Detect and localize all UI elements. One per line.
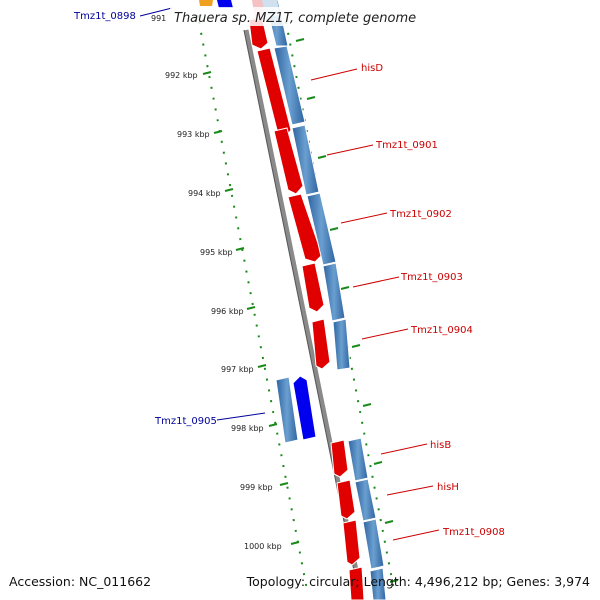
gene-tmz1t-0905-group[interactable] [275, 375, 317, 444]
cds-track[interactable] [264, 0, 387, 600]
title-backing [170, 7, 432, 26]
gene-fwd-last [348, 566, 365, 600]
cds-hisH [354, 478, 377, 522]
gene-label-tmz1t-0903[interactable]: Tmz1t_0903 [400, 272, 463, 283]
cds-hisD [273, 45, 306, 126]
ruler-label-996: 996 kbp [211, 307, 244, 316]
gene-label-tmz1t-0901[interactable]: Tmz1t_0901 [375, 140, 438, 151]
gene-blue-small [217, 0, 233, 8]
cds-0904 [332, 318, 351, 371]
genome-summary-text: Topology: circular; Length: 4,496,212 bp… [246, 574, 590, 589]
cds-0905 [275, 376, 299, 444]
gene-label-tmz1t-0905[interactable]: Tmz1t_0905 [154, 416, 217, 427]
gene-label-tmz1t-0898[interactable]: Tmz1t_0898 [73, 11, 136, 22]
cds-0903 [322, 262, 346, 322]
ruler-label-994: 994 kbp [188, 189, 221, 198]
ruler-label-1000: 1000 kbp [244, 542, 282, 551]
cds-hisB [347, 437, 369, 482]
label-connectors [139, 7, 440, 541]
gene-label-hisB[interactable]: hisB [430, 440, 451, 451]
cds-0901 [291, 124, 320, 196]
gene-fwd-0901 [273, 127, 304, 195]
gene-label-tmz1t-0904[interactable]: Tmz1t_0904 [410, 325, 473, 336]
gene-fwd-hisH [336, 479, 356, 520]
ruler-label-999: 999 kbp [240, 483, 273, 492]
ruler-label-991: 991 [151, 14, 166, 23]
map-title: Thauera sp. MZ1T, complete genome [174, 11, 416, 26]
gene-label-hisH[interactable]: hisH [437, 482, 459, 493]
ruler-ticks-right [295, 38, 399, 583]
gene-fwd-0908 [342, 519, 361, 566]
ruler-label-997: 997 kbp [221, 365, 254, 374]
ruler-label-995: 995 kbp [200, 248, 233, 257]
gene-rev-0905 [292, 375, 317, 441]
gene-tmz1t-0898-group [199, 0, 233, 8]
ruler-labels: 991 992 kbp 993 kbp 994 kbp 995 kbp 996 … [151, 14, 282, 551]
gene-fwd-0903 [301, 262, 325, 313]
gene-fwd-hisB [330, 439, 349, 478]
forward-genes[interactable] [248, 16, 365, 600]
gene-label-tmz1t-0908[interactable]: Tmz1t_0908 [442, 527, 505, 538]
cds-0902 [306, 192, 337, 266]
ruler-label-993: 993 kbp [177, 130, 210, 139]
ruler-ticks-left [193, 14, 300, 545]
gene-orange [199, 0, 213, 6]
ruler-label-998: 998 kbp [231, 424, 264, 433]
cds-0908 [362, 518, 385, 570]
gene-label-hisD[interactable]: hisD [361, 63, 383, 74]
gene-fwd-0904 [311, 318, 331, 370]
accession-text: Accession: NC_011662 [9, 574, 152, 589]
gene-fwd-hisD [256, 47, 292, 135]
cds-last [369, 567, 387, 600]
gene-fwd-0902 [287, 193, 323, 263]
ruler-label-992: 992 kbp [165, 71, 198, 80]
gene-label-tmz1t-0902[interactable]: Tmz1t_0902 [389, 209, 452, 220]
